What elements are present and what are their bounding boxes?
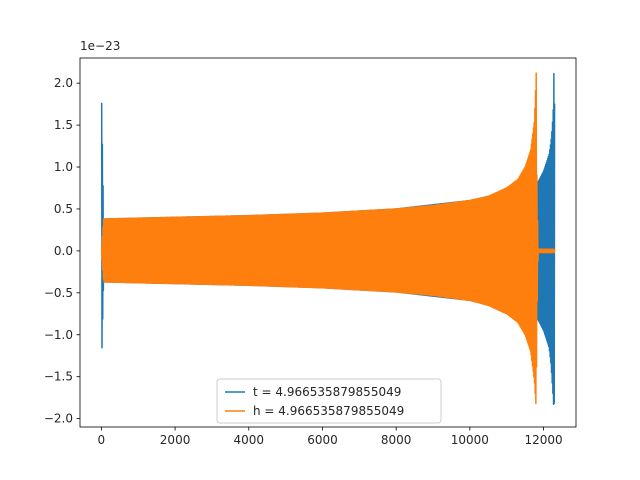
x-tick-label: 8000: [381, 433, 412, 447]
y-offset-label: 1e−23: [80, 39, 120, 53]
x-tick-label: 0: [98, 433, 106, 447]
x-tick-label: 10000: [451, 433, 489, 447]
axes-frame: [79, 57, 577, 428]
y-tick-label: −1.0: [44, 328, 73, 342]
y-tick-label: 1.5: [54, 118, 73, 132]
y-tick-label: 0.0: [54, 244, 73, 258]
y-tick-label: −0.5: [44, 286, 73, 300]
y-tick-label: 0.5: [54, 202, 73, 216]
legend-label: h = 4.966535879855049: [253, 404, 404, 418]
y-tick-label: −1.5: [44, 370, 73, 384]
x-axis: 0 2000 4000 6000 8000 10000 12000: [98, 427, 563, 447]
y-tick-label: −2.0: [44, 412, 73, 426]
legend-box: [216, 378, 442, 424]
y-tick-label: 1.0: [54, 160, 73, 174]
series-line-2: [100, 72, 556, 405]
x-tick-label: 6000: [307, 433, 338, 447]
x-tick-label: 4000: [233, 433, 264, 447]
y-axis: −2.0 −1.5 −1.0 −0.5 0.0 0.5 1.0 1.5 2.0: [44, 76, 80, 426]
x-tick-label: 2000: [160, 433, 191, 447]
series-layer: [100, 72, 556, 405]
y-tick-label: 2.0: [54, 76, 73, 90]
legend-label: t = 4.966535879855049: [253, 385, 401, 399]
legend: t = 4.966535879855049 h = 4.9665358798550…: [216, 378, 442, 424]
x-tick-label: 12000: [524, 433, 562, 447]
